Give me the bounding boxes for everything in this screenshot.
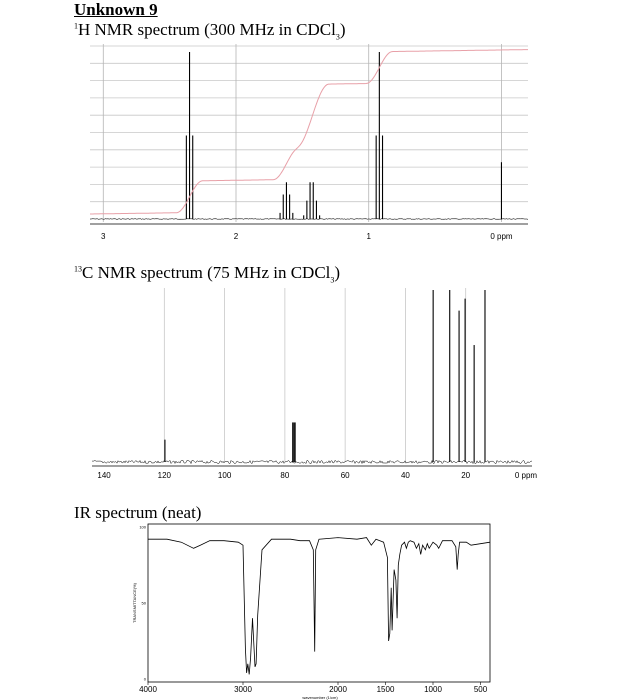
h-nmr-tick-label: 0 ppm — [490, 232, 513, 241]
c-nmr-tick-label: 140 — [97, 471, 111, 480]
c-nmr-tick-label: 120 — [158, 471, 172, 480]
c-nmr-heading-sup: 13 — [74, 264, 82, 274]
h-nmr-heading-text: H NMR spectrum (300 MHz in CDCl — [78, 20, 336, 39]
c-nmr-heading-text: C NMR spectrum (75 MHz in CDCl — [82, 263, 331, 282]
c-nmr-heading: 13C NMR spectrum (75 MHz in CDCl3) — [74, 263, 340, 284]
c-nmr-tick-label: 40 — [401, 471, 410, 480]
ir-y-tick-label: 0 — [144, 677, 147, 682]
ir-y-tick-label: 100 — [139, 525, 146, 530]
h-nmr-tick-label: 3 — [101, 232, 106, 241]
c-nmr-tick-label: 100 — [218, 471, 232, 480]
ir-plot — [147, 523, 491, 685]
c-nmr-tick-label: 20 — [461, 471, 470, 480]
c-nmr-tick-label: 60 — [341, 471, 350, 480]
ir-y-axis-label: TRANSMITTANCE(%) — [132, 582, 137, 623]
c-nmr-tick-label: 80 — [280, 471, 289, 480]
c-nmr-heading-close: ) — [334, 263, 341, 282]
page-title: Unknown 9 — [74, 0, 158, 19]
ir-y-tick-label: 50 — [142, 601, 147, 606]
ir-heading: IR spectrum (neat) — [74, 503, 202, 522]
ir-x-tick-label: 1000 — [424, 685, 442, 694]
c-nmr-heading-sub: 3 — [330, 275, 335, 285]
h-nmr-plot — [89, 44, 529, 225]
c-nmr-plot — [91, 288, 533, 467]
h-nmr-tick-label: 1 — [367, 232, 372, 241]
ir-x-tick-label: 4000 — [139, 685, 157, 694]
h-nmr-baseline — [89, 218, 529, 220]
ir-x-tick-label: 1500 — [377, 685, 395, 694]
ir-x-tick-label: 3000 — [234, 685, 252, 694]
h-nmr-heading-sub: 3 — [335, 32, 340, 42]
ir-x-tick-label: 2000 — [329, 685, 347, 694]
ir-frame — [147, 523, 491, 683]
h-nmr-integral — [90, 49, 528, 215]
ir-x-axis-label: wavenumber (1/cm) — [302, 695, 338, 700]
c-nmr-tick-label: 0 ppm — [515, 471, 538, 480]
ir-trace — [148, 537, 491, 675]
h-nmr-tick-label: 2 — [234, 232, 239, 241]
h-nmr-heading-close: ) — [339, 20, 346, 39]
h-nmr-heading-sup: 1 — [74, 21, 78, 31]
ir-x-tick-label: 500 — [474, 685, 488, 694]
h-nmr-heading: 1H NMR spectrum (300 MHz in CDCl3) — [74, 20, 346, 41]
